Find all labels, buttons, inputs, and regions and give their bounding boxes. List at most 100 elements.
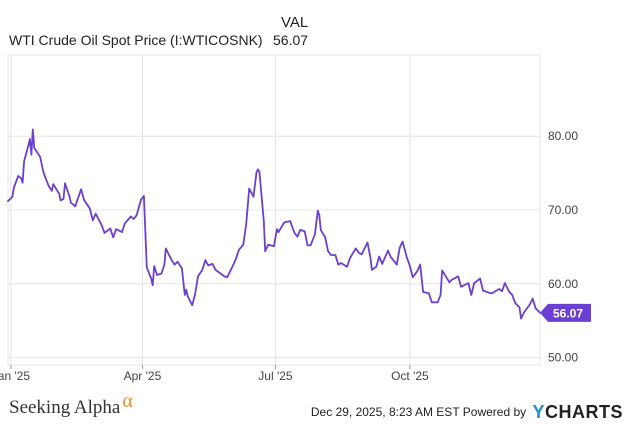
data-point xyxy=(375,266,378,268)
data-point xyxy=(226,276,228,279)
seeking-alpha-logo[interactable]: Seeking Alpha α xyxy=(9,390,133,419)
data-point xyxy=(470,294,473,296)
data-point xyxy=(431,301,433,304)
data-point xyxy=(59,199,62,202)
data-point xyxy=(100,224,103,226)
data-point xyxy=(207,264,209,267)
data-point xyxy=(504,282,506,284)
data-point xyxy=(11,195,14,198)
data-point xyxy=(369,257,372,259)
data-point xyxy=(214,269,217,271)
data-point xyxy=(242,243,245,246)
data-point xyxy=(273,245,275,247)
x-tick-label: Jul '25 xyxy=(258,369,293,383)
data-point xyxy=(498,288,500,290)
data-point xyxy=(439,294,442,296)
data-point xyxy=(398,246,401,249)
ycharts-logo-y: Y xyxy=(532,402,545,422)
data-point xyxy=(21,181,24,184)
data-point xyxy=(187,295,189,298)
data-point xyxy=(143,195,145,197)
legend-series-value: 56.07 xyxy=(273,32,309,48)
data-point xyxy=(309,244,312,247)
data-point xyxy=(378,255,381,258)
data-point xyxy=(482,289,484,292)
data-point xyxy=(130,215,132,218)
series-line-wti[interactable] xyxy=(7,128,541,320)
data-point xyxy=(255,171,258,174)
footer-attribution: Dec 29, 2025, 8:23 AM EST Powered by YCH… xyxy=(311,402,623,423)
legend-column-header: VAL xyxy=(281,14,309,31)
data-point xyxy=(320,229,322,231)
data-point xyxy=(337,263,340,266)
data-point xyxy=(43,174,46,177)
data-point xyxy=(390,256,392,259)
data-point xyxy=(68,195,71,197)
data-point xyxy=(89,207,91,210)
data-point xyxy=(381,263,384,265)
data-point xyxy=(366,241,369,244)
data-point xyxy=(184,294,186,296)
data-point xyxy=(173,263,176,266)
x-tick-label: Apr '25 xyxy=(124,369,162,383)
data-point xyxy=(473,282,476,284)
data-point xyxy=(163,263,166,266)
data-point xyxy=(248,187,250,190)
data-point xyxy=(263,220,265,222)
data-point xyxy=(74,205,76,208)
data-point xyxy=(204,259,207,262)
data-point xyxy=(520,317,522,320)
data-point xyxy=(17,175,20,177)
data-point xyxy=(64,182,66,185)
data-point xyxy=(94,212,97,215)
data-point xyxy=(181,267,183,270)
data-point xyxy=(30,153,33,156)
data-point xyxy=(235,257,237,260)
data-point xyxy=(80,188,82,191)
data-point xyxy=(436,301,439,304)
data-point xyxy=(460,286,462,288)
last-value-label: 56.07 xyxy=(553,306,583,320)
data-point xyxy=(346,266,348,268)
data-point xyxy=(32,128,34,131)
legend-series-name[interactable]: WTI Crude Oil Spot Price (I:WTICOSNK) xyxy=(9,32,263,48)
chart-legend: VAL WTI Crude Oil Spot Price (I:WTICOSNK… xyxy=(0,0,635,50)
data-point xyxy=(245,223,247,225)
y-tick-label: 60.00 xyxy=(548,277,578,291)
data-point xyxy=(153,265,155,267)
data-point xyxy=(150,277,152,280)
data-point xyxy=(283,221,286,224)
data-point xyxy=(217,271,220,273)
data-point xyxy=(479,277,481,280)
data-point xyxy=(358,252,360,254)
data-point xyxy=(531,297,534,300)
data-point xyxy=(223,275,226,278)
data-point xyxy=(185,288,188,291)
data-point xyxy=(296,235,299,238)
y-tick-label: 50.00 xyxy=(548,351,578,365)
data-point xyxy=(451,278,454,281)
data-point xyxy=(29,138,31,140)
data-point xyxy=(293,232,296,234)
data-point xyxy=(387,249,389,252)
data-point xyxy=(396,263,398,266)
data-point xyxy=(42,170,44,172)
data-point xyxy=(103,232,106,234)
data-point xyxy=(491,292,493,295)
data-point xyxy=(52,183,55,185)
data-point xyxy=(211,263,214,265)
data-point xyxy=(27,144,30,146)
data-point xyxy=(264,250,267,253)
data-point xyxy=(146,266,148,269)
data-point xyxy=(176,260,179,263)
data-point xyxy=(232,264,234,267)
data-point xyxy=(191,304,193,307)
data-point xyxy=(144,232,147,234)
data-point xyxy=(371,269,373,271)
data-point xyxy=(20,177,23,180)
data-point xyxy=(501,290,503,293)
data-point xyxy=(23,160,25,163)
ycharts-logo[interactable]: YCHARTS xyxy=(532,402,623,422)
data-point xyxy=(276,228,278,230)
